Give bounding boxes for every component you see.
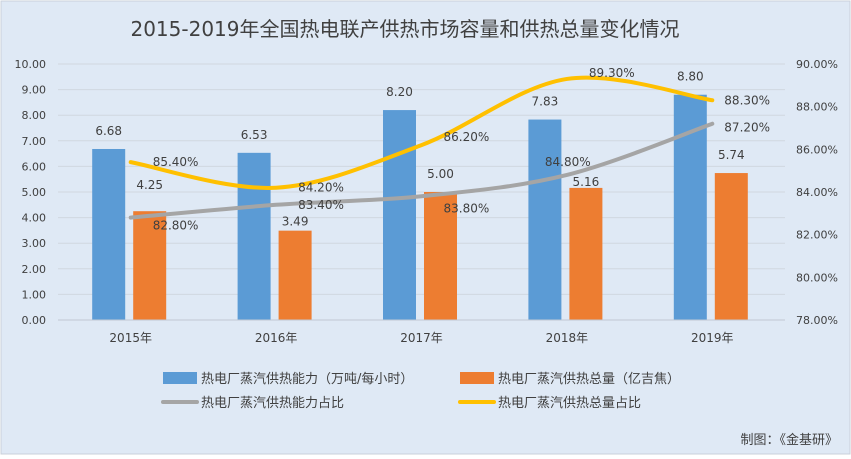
bar-total [424, 192, 457, 320]
line-data-label: 88.30% [724, 93, 770, 107]
legend-swatch [163, 372, 197, 384]
line-capacity-share [128, 121, 715, 220]
line-data-label: 83.80% [444, 201, 490, 215]
legend-label: 热电厂蒸汽供热总量占比 [498, 396, 641, 411]
line-data-label: 87.20% [724, 121, 770, 135]
y-left-tick-label: 10.00 [15, 58, 47, 71]
line-data-label: 82.80% [153, 219, 199, 233]
bar-capacity [237, 152, 271, 320]
y-left-tick-label: 1.00 [22, 288, 47, 301]
legend-label: 热电厂蒸汽供热能力占比 [201, 396, 344, 411]
line-total-share [128, 75, 715, 190]
y-left-tick-label: 4.00 [22, 212, 47, 225]
y-left-tick-label: 3.00 [22, 237, 47, 250]
bar-data-label: 6.68 [95, 124, 122, 138]
line-data-label: 84.20% [298, 181, 344, 195]
y-right-tick-label: 82.00% [796, 229, 838, 242]
legend-swatch [460, 372, 494, 384]
bar-data-label: 7.83 [532, 95, 559, 109]
bar-total [714, 173, 748, 320]
legend-label: 热电厂蒸汽供热能力（万吨/每小时） [201, 371, 413, 387]
y-left-tick-label: 6.00 [22, 160, 47, 173]
bar-data-label: 6.53 [241, 128, 268, 142]
x-tick-label: 2016年 [255, 331, 298, 345]
line-data-label: 84.80% [545, 155, 591, 169]
bar-data-label: 4.25 [136, 178, 163, 192]
legend-label: 热电厂蒸汽供热总量（亿吉焦） [498, 372, 680, 387]
bar-data-label: 5.00 [427, 167, 454, 181]
bar-capacity [383, 110, 416, 320]
y-right-tick-label: 84.00% [796, 186, 838, 199]
x-tick-label: 2015年 [109, 331, 152, 345]
y-left-tick-label: 0.00 [22, 314, 47, 327]
y-right-tick-label: 86.00% [796, 143, 838, 156]
y-left-tick-label: 7.00 [22, 135, 47, 148]
bar-data-label: 5.74 [718, 148, 745, 162]
y-left-tick-label: 8.00 [22, 109, 47, 122]
y-right-tick-label: 78.00% [796, 314, 838, 327]
bar-data-label: 3.49 [282, 215, 309, 229]
chart-title: 2015-2019年全国热电联产供热市场容量和供热总量变化情况 [130, 17, 679, 41]
bar-capacity [92, 148, 126, 320]
bar-data-label: 5.16 [573, 175, 600, 189]
x-tick-label: 2018年 [546, 331, 589, 345]
bar-data-label: 8.20 [386, 85, 413, 99]
y-right-tick-label: 88.00% [796, 101, 838, 114]
footer-credit: 制图：《金基研》 [740, 432, 838, 448]
line-data-label: 89.30% [589, 66, 635, 80]
bar-total [569, 187, 603, 320]
bar-capacity [528, 119, 562, 320]
line-data-label: 83.40% [298, 198, 344, 212]
line-data-label: 86.20% [444, 130, 490, 144]
y-left-tick-label: 5.00 [22, 186, 47, 199]
y-left-tick-label: 9.00 [22, 84, 47, 97]
bar-data-label: 8.80 [677, 70, 704, 84]
x-tick-label: 2017年 [400, 331, 443, 345]
bar-total [133, 211, 167, 320]
y-right-tick-label: 80.00% [796, 271, 838, 284]
y-left-tick-label: 2.00 [22, 263, 47, 276]
bar-total [278, 230, 312, 320]
x-tick-label: 2019年 [691, 331, 734, 345]
y-right-tick-label: 90.00% [796, 58, 838, 71]
line-data-label: 85.40% [153, 155, 199, 169]
